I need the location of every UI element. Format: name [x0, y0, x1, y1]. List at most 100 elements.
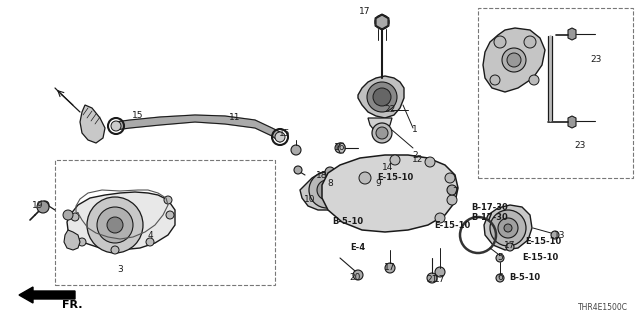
Circle shape: [507, 53, 521, 67]
Circle shape: [367, 82, 397, 112]
Text: 23: 23: [590, 55, 602, 65]
Text: 21: 21: [426, 276, 438, 284]
Circle shape: [529, 75, 539, 85]
Circle shape: [71, 213, 79, 221]
Circle shape: [111, 121, 121, 131]
Circle shape: [291, 145, 301, 155]
Text: 10: 10: [304, 196, 316, 204]
Circle shape: [504, 224, 512, 232]
Text: E-15-10: E-15-10: [377, 173, 413, 182]
Text: 2: 2: [412, 150, 418, 159]
Polygon shape: [338, 143, 345, 153]
Text: 17: 17: [435, 276, 445, 284]
Circle shape: [435, 213, 445, 223]
Polygon shape: [322, 155, 458, 232]
Circle shape: [375, 15, 389, 29]
Polygon shape: [67, 192, 175, 250]
Circle shape: [146, 238, 154, 246]
Circle shape: [490, 75, 500, 85]
Circle shape: [97, 207, 133, 243]
Text: 4: 4: [147, 230, 153, 239]
Text: 9: 9: [375, 179, 381, 188]
Circle shape: [294, 166, 302, 174]
Text: B-17-30: B-17-30: [472, 212, 508, 221]
Circle shape: [390, 155, 400, 165]
Circle shape: [111, 246, 119, 254]
Text: E-15-10: E-15-10: [522, 253, 558, 262]
Circle shape: [425, 157, 435, 167]
Circle shape: [445, 173, 455, 183]
Circle shape: [447, 185, 457, 195]
Polygon shape: [368, 118, 392, 133]
Text: 11: 11: [229, 114, 241, 123]
Circle shape: [506, 243, 514, 251]
Text: 1: 1: [412, 125, 418, 134]
Circle shape: [427, 273, 437, 283]
Circle shape: [317, 180, 337, 200]
Circle shape: [353, 270, 363, 280]
Circle shape: [325, 167, 335, 177]
Polygon shape: [568, 116, 576, 128]
Circle shape: [63, 210, 73, 220]
Circle shape: [502, 48, 526, 72]
Text: 3: 3: [117, 266, 123, 275]
Polygon shape: [300, 170, 352, 210]
Polygon shape: [375, 14, 389, 30]
Text: 12: 12: [412, 156, 424, 164]
Text: 8: 8: [327, 179, 333, 188]
FancyArrow shape: [19, 287, 75, 303]
Circle shape: [335, 143, 345, 153]
Circle shape: [37, 201, 49, 213]
Polygon shape: [376, 15, 388, 29]
Text: B-17-30: B-17-30: [472, 203, 508, 212]
Text: THR4E1500C: THR4E1500C: [578, 303, 628, 312]
Text: B-5-10: B-5-10: [509, 274, 541, 283]
Text: E-15-10: E-15-10: [525, 237, 561, 246]
Text: E-15-10: E-15-10: [434, 220, 470, 229]
Text: 16: 16: [334, 143, 346, 153]
Circle shape: [524, 36, 536, 48]
Circle shape: [376, 127, 388, 139]
Circle shape: [494, 36, 506, 48]
Text: 15: 15: [279, 129, 291, 138]
Text: 20: 20: [349, 274, 361, 283]
Text: 6: 6: [497, 274, 503, 283]
Polygon shape: [483, 28, 545, 92]
Text: 15: 15: [132, 110, 144, 119]
Circle shape: [275, 132, 285, 142]
Circle shape: [496, 254, 504, 262]
Circle shape: [551, 231, 559, 239]
Circle shape: [359, 172, 371, 184]
Circle shape: [309, 172, 345, 208]
Circle shape: [87, 197, 143, 253]
Text: 22: 22: [385, 106, 396, 115]
Circle shape: [376, 164, 384, 172]
Text: 23: 23: [574, 140, 586, 149]
Circle shape: [447, 195, 457, 205]
Text: 17: 17: [359, 7, 371, 17]
Circle shape: [435, 267, 445, 277]
Bar: [55, 160, 275, 285]
Text: 5: 5: [497, 253, 503, 262]
Circle shape: [107, 217, 123, 233]
Circle shape: [385, 263, 395, 273]
Polygon shape: [484, 205, 532, 250]
Circle shape: [78, 238, 86, 246]
Polygon shape: [115, 115, 280, 142]
Polygon shape: [80, 105, 105, 143]
Circle shape: [41, 201, 49, 209]
Text: FR.: FR.: [61, 300, 83, 310]
Text: B-5-10: B-5-10: [332, 218, 364, 227]
Text: 18: 18: [316, 171, 328, 180]
Text: E-4: E-4: [351, 244, 365, 252]
Text: 19: 19: [32, 201, 44, 210]
Text: 14: 14: [382, 164, 394, 172]
Circle shape: [372, 123, 392, 143]
Circle shape: [164, 196, 172, 204]
Text: 13: 13: [554, 230, 566, 239]
Text: 17: 17: [384, 263, 396, 273]
Polygon shape: [358, 76, 404, 118]
Polygon shape: [568, 28, 576, 40]
Circle shape: [373, 88, 391, 106]
Text: 17: 17: [504, 241, 516, 250]
